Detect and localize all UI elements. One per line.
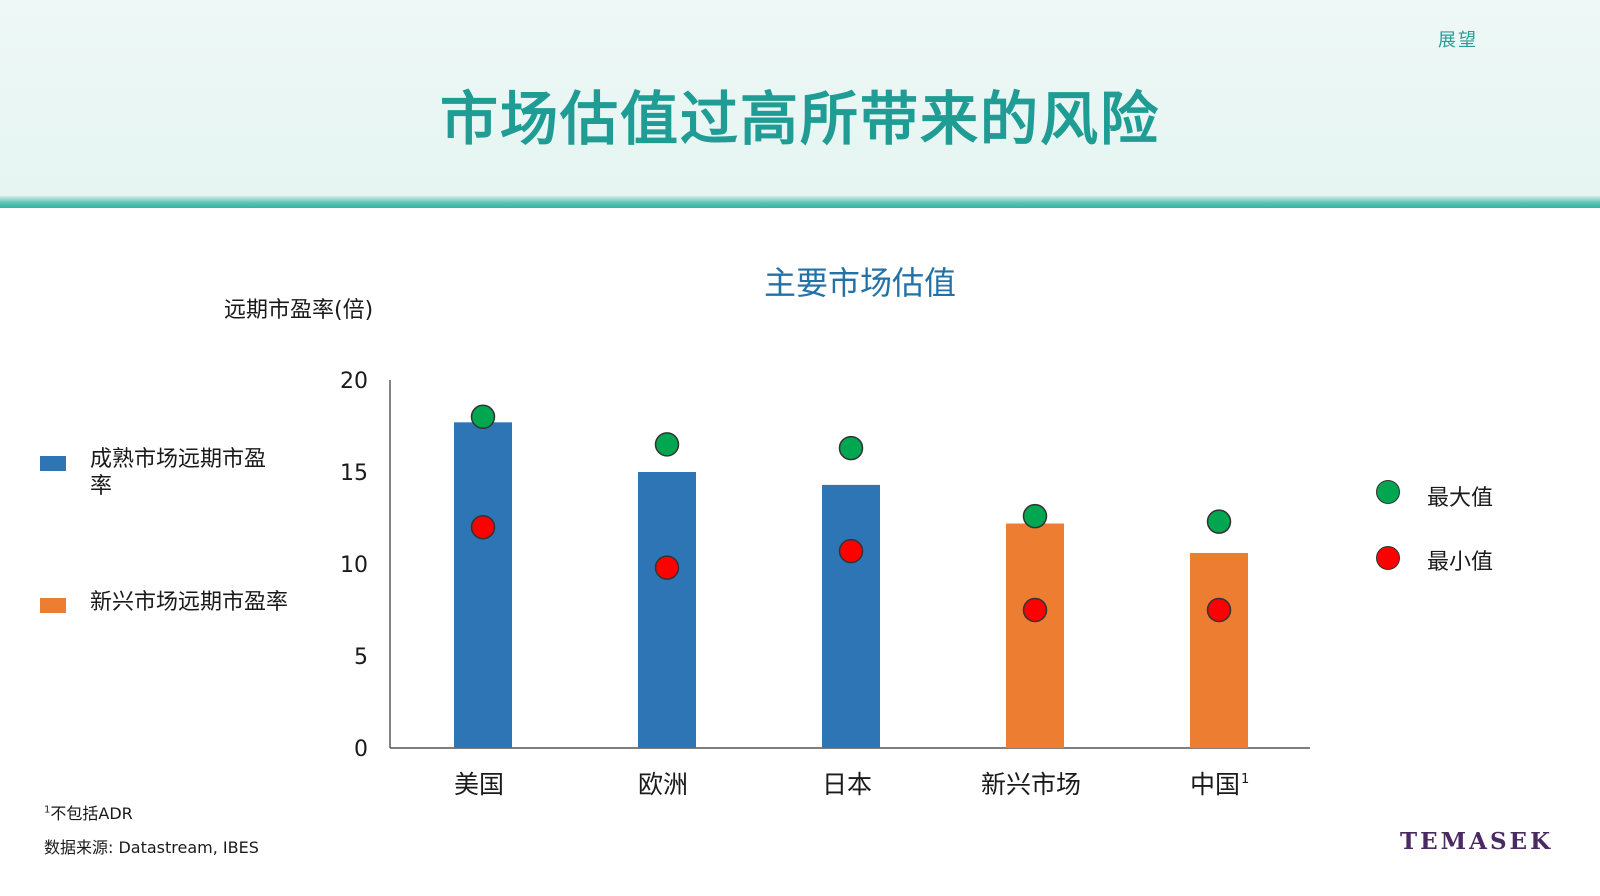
source-note: 数据来源: Datastream, IBES — [44, 838, 259, 857]
footnote-text: 不包括ADR — [50, 804, 133, 823]
min-marker — [654, 555, 680, 580]
x-tick-label: 中国 — [1190, 770, 1240, 799]
legend-swatch-emerging — [40, 598, 66, 613]
header-band — [0, 0, 1600, 200]
max-marker — [838, 435, 864, 461]
bar — [822, 484, 880, 748]
min-marker — [470, 514, 496, 540]
min-marker — [1022, 597, 1048, 623]
legend-max-marker — [1376, 480, 1400, 504]
footnote-mark: 1 — [44, 804, 51, 816]
legend-min-marker — [1376, 546, 1400, 570]
legend-label-min: 最小值 — [1427, 550, 1494, 575]
x-tick-label: 美国 — [454, 770, 504, 799]
bar — [454, 422, 512, 748]
legend-label-max: 最大值 — [1427, 486, 1494, 511]
page-title: 市场估值过高所带来的风险 — [439, 85, 1160, 153]
y-tick-label: 5 — [354, 645, 368, 670]
x-tick-label: 日本 — [822, 770, 872, 799]
min-marker — [1206, 597, 1232, 623]
y-tick-label: 20 — [340, 369, 368, 394]
max-marker — [1022, 503, 1048, 529]
y-tick-label: 10 — [340, 553, 368, 578]
bar — [638, 472, 696, 748]
max-marker — [1206, 509, 1232, 534]
brand-logo: TEMASEK — [1400, 828, 1554, 855]
y-tick-label: 0 — [354, 737, 368, 762]
bar — [1006, 523, 1064, 748]
y-axis-title: 远期市盈率(倍) — [224, 298, 374, 323]
x-tick-label: 新兴市场 — [981, 770, 1081, 799]
bar — [1190, 552, 1248, 748]
x-tick-superscript: 1 — [1241, 772, 1249, 787]
y-tick-label: 15 — [340, 461, 368, 486]
max-marker — [654, 432, 680, 457]
legend-label-emerging: 新兴市场远期市盈率 — [90, 590, 289, 615]
max-marker — [470, 404, 496, 430]
min-marker — [838, 538, 864, 564]
header-divider — [0, 196, 1600, 208]
footnote: 1不包括ADR — [44, 800, 133, 824]
x-tick-label: 欧洲 — [638, 770, 688, 799]
chart-title: 主要市场估值 — [763, 264, 956, 302]
legend-swatch-mature — [40, 456, 66, 471]
section-label: 展望 — [1438, 30, 1478, 51]
legend-label-mature: 成熟市场远期市盈率 — [90, 447, 267, 499]
